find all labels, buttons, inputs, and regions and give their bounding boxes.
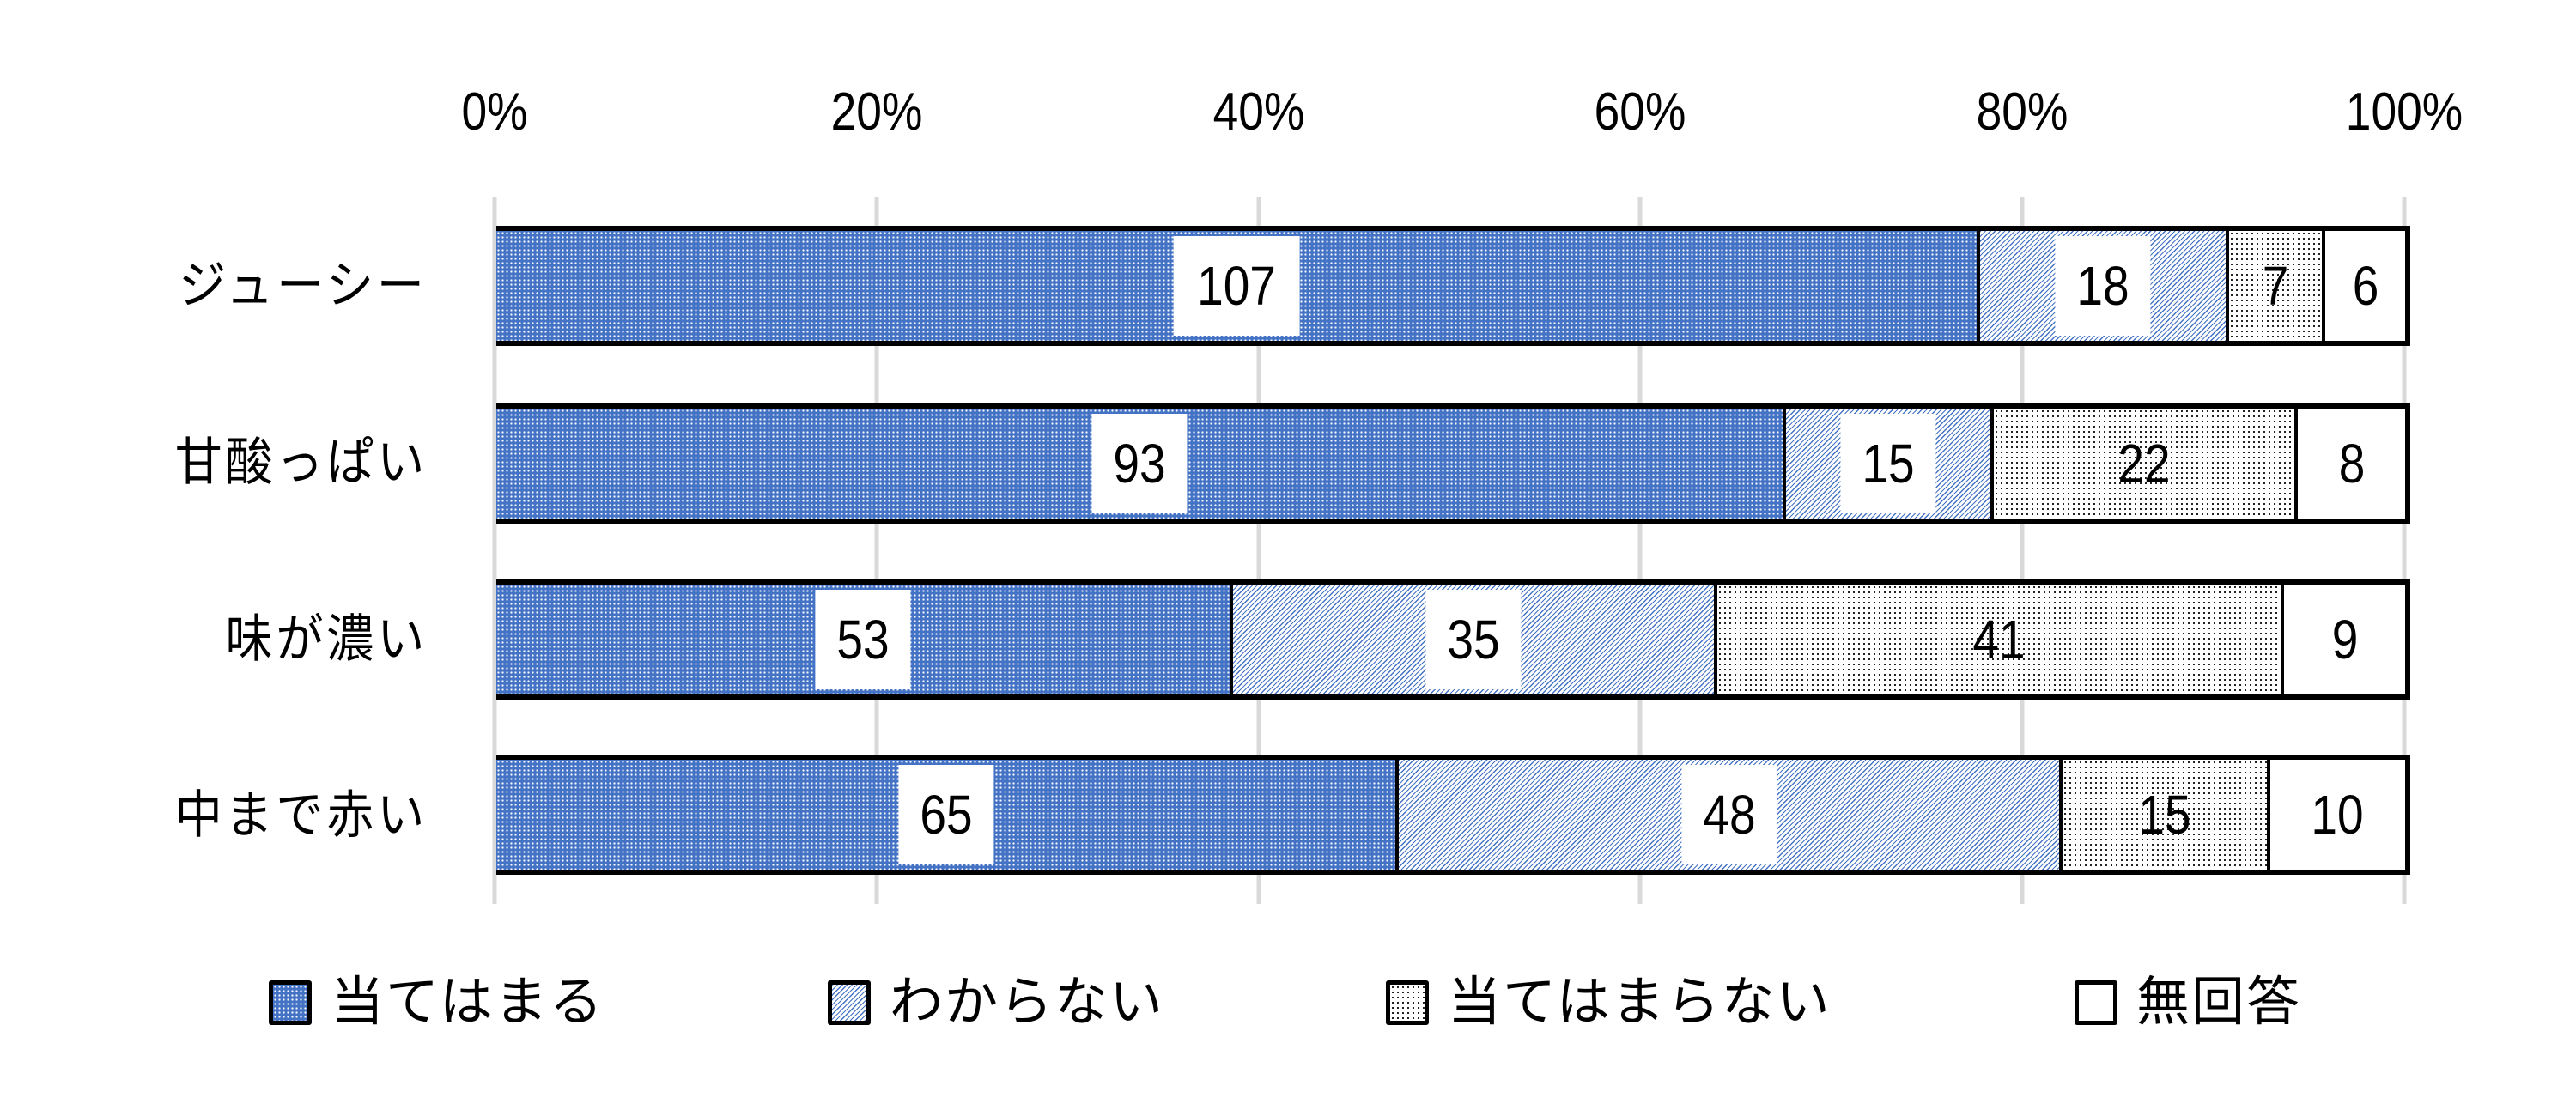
- segment-no-answer: 6: [2322, 231, 2405, 341]
- data-label: 15: [2138, 784, 2191, 846]
- segment-unsure: 15: [1783, 409, 1990, 519]
- data-label: 9: [2331, 609, 2358, 670]
- data-label: 22: [2117, 433, 2171, 494]
- x-tick-60: 60%: [1594, 82, 1686, 142]
- legend-item-unsure: わからない: [828, 968, 1164, 1037]
- legend-swatch-dots-icon: [1386, 980, 1429, 1025]
- segment-no-answer: 10: [2266, 760, 2405, 870]
- data-label: 107: [1173, 236, 1300, 336]
- segment-applies: 65: [496, 760, 1396, 870]
- gridline-0: [492, 197, 497, 904]
- category-label-sweet-sour: 甘酸っぱい: [174, 434, 428, 491]
- segment-applies: 53: [496, 585, 1230, 694]
- data-label: 53: [815, 590, 911, 689]
- segment-no-answer: 8: [2294, 409, 2405, 519]
- segment-not-applies: 7: [2225, 231, 2323, 341]
- legend-swatch-dotted-blue-icon: [269, 980, 312, 1025]
- data-label: 48: [1681, 765, 1777, 864]
- data-label: 7: [2262, 255, 2289, 317]
- data-label: 6: [2352, 255, 2379, 317]
- segment-not-applies: 15: [2059, 760, 2267, 870]
- x-tick-20: 20%: [830, 82, 923, 142]
- data-label: 8: [2338, 433, 2365, 494]
- data-label: 18: [2055, 236, 2151, 336]
- category-label-red-inside: 中まで赤い: [174, 786, 428, 844]
- legend-item-no-answer: 無回答: [2075, 968, 2301, 1037]
- x-tick-0: 0%: [461, 82, 528, 142]
- segment-unsure: 18: [1976, 231, 2226, 341]
- category-label-rich-taste: 味が濃い: [225, 610, 428, 668]
- segment-not-applies: 41: [1713, 585, 2281, 694]
- segment-not-applies: 22: [1990, 409, 2295, 519]
- bar-row-sweet-sour: 93 15 22 8: [496, 403, 2410, 524]
- bar-row-rich-taste: 53 35 41 9: [496, 579, 2410, 700]
- gridline-80: [2020, 197, 2025, 904]
- segment-unsure: 48: [1395, 760, 2060, 870]
- gridline-40: [1256, 197, 1261, 904]
- gridline-60: [1637, 197, 1643, 904]
- x-tick-100: 100%: [2345, 82, 2464, 142]
- segment-applies: 107: [496, 231, 1977, 341]
- category-label-juicy: ジューシー: [179, 257, 428, 314]
- x-tick-80: 80%: [1976, 82, 2069, 142]
- legend-swatch-white-icon: [2075, 980, 2117, 1025]
- x-tick-40: 40%: [1212, 82, 1305, 142]
- data-label: 35: [1425, 590, 1522, 689]
- data-label: 65: [897, 765, 994, 864]
- legend-item-applies: 当てはまる: [269, 968, 605, 1037]
- data-label: 10: [2311, 784, 2365, 846]
- gridline-100: [2402, 197, 2407, 904]
- data-label: 93: [1091, 414, 1188, 513]
- segment-unsure: 35: [1229, 585, 1714, 694]
- legend-item-not-applies: 当てはまらない: [1386, 968, 1832, 1037]
- gridline-20: [874, 197, 879, 904]
- legend-swatch-hatch-icon: [828, 980, 871, 1025]
- data-label: 41: [1972, 609, 2026, 670]
- bar-row-red-inside: 65 48 15 10: [496, 755, 2410, 875]
- segment-applies: 93: [496, 409, 1783, 519]
- bar-row-juicy: 107 18 7 6: [496, 226, 2410, 346]
- data-label: 15: [1840, 414, 1936, 513]
- segment-no-answer: 9: [2281, 585, 2405, 694]
